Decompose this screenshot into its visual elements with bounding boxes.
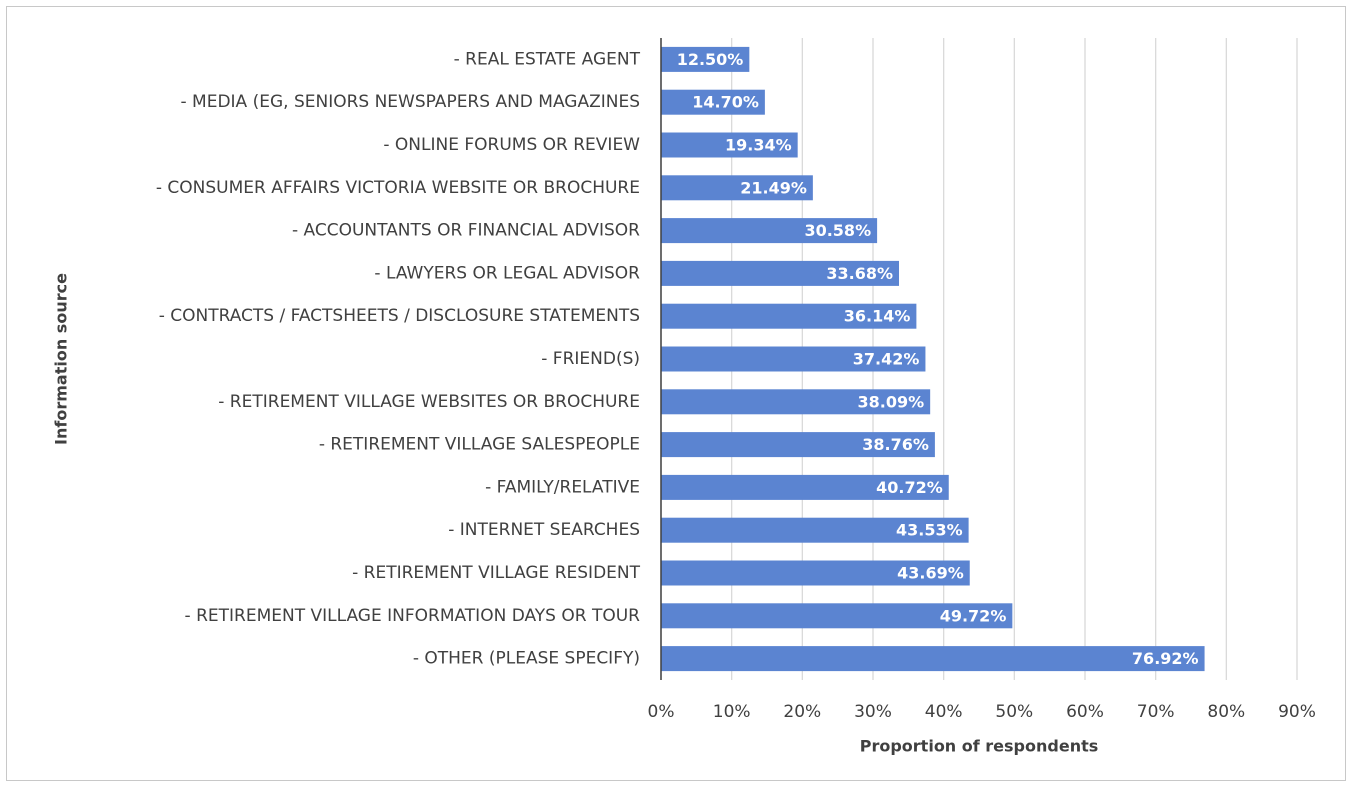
value-label: 49.72% — [940, 606, 1007, 625]
bar — [661, 603, 1013, 629]
x-tick-label: 40% — [925, 702, 963, 722]
x-tick-label: 10% — [713, 702, 751, 722]
bar — [661, 432, 935, 458]
value-label: 14.70% — [692, 93, 759, 112]
y-tick-label: - REAL ESTATE AGENT — [454, 49, 641, 69]
x-tick-label: 20% — [783, 702, 821, 722]
bar — [661, 517, 969, 543]
bar — [661, 132, 798, 158]
y-tick-label: - RETIREMENT VILLAGE INFORMATION DAYS OR… — [185, 606, 641, 626]
x-tick-label: 60% — [1066, 702, 1104, 722]
x-tick-label: 30% — [854, 702, 892, 722]
value-label: 33.68% — [826, 264, 893, 283]
y-tick-label: - FAMILY/RELATIVE — [485, 477, 640, 497]
y-tick-label: - CONSUMER AFFAIRS VICTORIA WEBSITE OR B… — [156, 178, 640, 198]
bar — [661, 303, 917, 329]
bar — [661, 46, 750, 72]
bar — [661, 89, 765, 115]
y-tick-label: - INTERNET SEARCHES — [448, 520, 640, 540]
bar — [661, 646, 1205, 672]
y-tick-label: - RETIREMENT VILLAGE RESIDENT — [352, 563, 640, 583]
x-tick-label: 90% — [1278, 702, 1316, 722]
value-label: 21.49% — [740, 178, 807, 197]
value-label: 76.92% — [1132, 649, 1199, 668]
value-label: 30.58% — [804, 221, 871, 240]
value-label: 36.14% — [844, 307, 911, 326]
y-tick-label: - MEDIA (EG, SENIORS NEWSPAPERS AND MAGA… — [181, 92, 641, 112]
x-tick-label: 70% — [1137, 702, 1175, 722]
value-label: 19.34% — [725, 136, 792, 155]
y-tick-label: - LAWYERS OR LEGAL ADVISOR — [374, 263, 640, 283]
y-tick-label: - RETIREMENT VILLAGE WEBSITES OR BROCHUR… — [218, 392, 640, 412]
value-label: 43.69% — [897, 564, 964, 583]
y-axis-title: Information source — [52, 273, 71, 445]
bar — [661, 260, 900, 286]
value-label: 12.50% — [677, 50, 744, 69]
value-label: 38.09% — [858, 392, 925, 411]
bar — [661, 346, 926, 372]
value-label: 38.76% — [862, 435, 929, 454]
y-tick-label: - ONLINE FORUMS OR REVIEW — [383, 135, 640, 155]
y-tick-label: - RETIREMENT VILLAGE SALESPEOPLE — [319, 435, 640, 455]
value-label: 40.72% — [876, 478, 943, 497]
value-label: 43.53% — [896, 521, 963, 540]
x-tick-label: 80% — [1207, 702, 1245, 722]
bar — [661, 474, 949, 500]
value-label: 37.42% — [853, 350, 920, 369]
bar — [661, 389, 931, 415]
x-tick-label: 50% — [995, 702, 1033, 722]
bar — [661, 218, 878, 244]
bar — [661, 175, 813, 201]
y-tick-label: - ACCOUNTANTS OR FINANCIAL ADVISOR — [292, 221, 640, 241]
y-tick-label: - CONTRACTS / FACTSHEETS / DISCLOSURE ST… — [159, 306, 640, 326]
x-tick-label: 0% — [648, 702, 675, 722]
y-tick-label: - OTHER (PLEASE SPECIFY) — [413, 649, 640, 669]
y-tick-label: - FRIEND(S) — [541, 349, 640, 369]
x-axis-title: Proportion of respondents — [860, 737, 1099, 756]
bar — [661, 560, 970, 586]
